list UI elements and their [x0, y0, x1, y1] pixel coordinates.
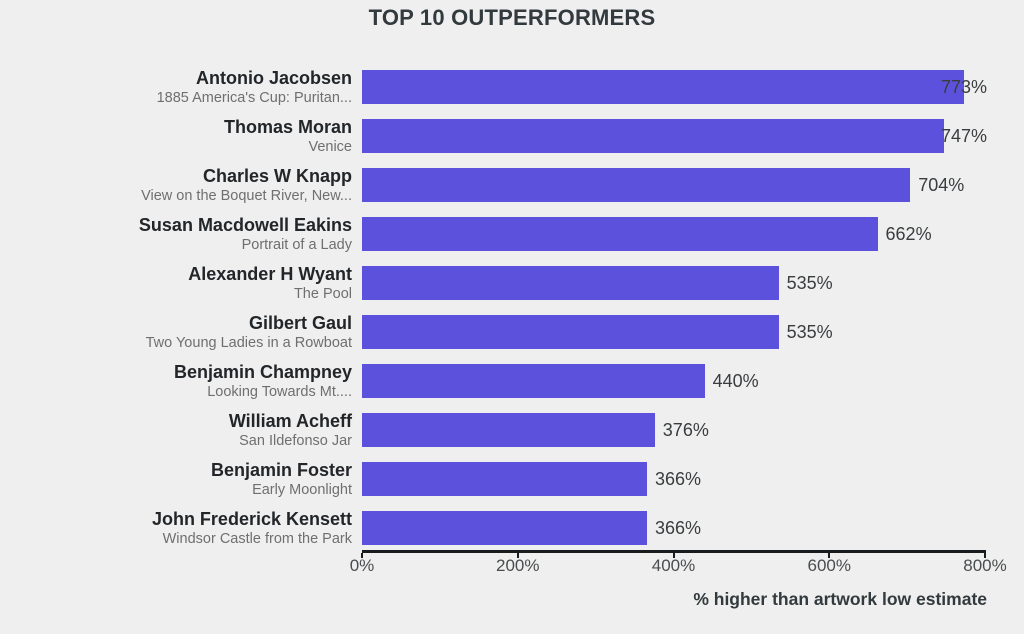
- bar-value-label: 376%: [662, 420, 709, 440]
- bar-area: 366%: [362, 511, 985, 545]
- bar-area: 704%: [362, 168, 985, 202]
- row-label-group: Thomas Moran Venice: [0, 117, 352, 155]
- bar[interactable]: [362, 217, 878, 251]
- artwork-title: Venice: [308, 139, 352, 155]
- bar-value-label: 440%: [712, 371, 759, 391]
- bar-area: 535%: [362, 266, 985, 300]
- chart-row: William Acheff San Ildefonso Jar 376%: [0, 411, 1024, 449]
- bar-area: 662%: [362, 217, 985, 251]
- x-axis-tick-mark: [672, 553, 675, 558]
- row-label-group: Benjamin Champney Looking Towards Mt....: [0, 362, 352, 400]
- row-label-group: William Acheff San Ildefonso Jar: [0, 411, 352, 449]
- x-axis-tick-mark: [984, 553, 986, 558]
- x-axis-tick-label: 600%: [807, 556, 851, 575]
- bar-value-label: 773%: [941, 77, 988, 97]
- artwork-title: Windsor Castle from the Park: [162, 531, 352, 547]
- bar[interactable]: [362, 511, 648, 545]
- chart-row: Susan Macdowell Eakins Portrait of a Lad…: [0, 215, 1024, 253]
- bar[interactable]: [362, 119, 944, 153]
- bar-value-label: 535%: [786, 273, 833, 293]
- artwork-title: Early Moonlight: [252, 482, 352, 498]
- row-label-group: Benjamin Foster Early Moonlight: [0, 460, 352, 498]
- row-label-group: Antonio Jacobsen 1885 America's Cup: Pur…: [0, 68, 352, 106]
- bar-area: 535%: [362, 315, 985, 349]
- bar-value-label: 662%: [885, 224, 932, 244]
- artist-name: Benjamin Foster: [210, 460, 352, 480]
- x-axis-tick-label: 200%: [496, 556, 540, 575]
- bar[interactable]: [362, 168, 911, 202]
- artist-name: Gilbert Gaul: [248, 313, 352, 333]
- bar[interactable]: [362, 266, 779, 300]
- bar-area: 747%: [362, 119, 988, 153]
- bar-area: 366%: [362, 462, 985, 496]
- bar-area: 773%: [362, 70, 988, 104]
- x-axis-line: [362, 550, 986, 553]
- row-label-group: Alexander H Wyant The Pool: [0, 264, 352, 302]
- artist-name: John Frederick Kensett: [151, 509, 352, 529]
- chart-row: John Frederick Kensett Windsor Castle fr…: [0, 509, 1024, 547]
- artwork-title: 1885 America's Cup: Puritan...: [156, 90, 352, 106]
- x-axis-tick-mark: [361, 553, 363, 558]
- artwork-title: Looking Towards Mt....: [207, 384, 352, 400]
- bar-value-label: 535%: [786, 322, 833, 342]
- artist-name: Thomas Moran: [223, 117, 352, 137]
- chart-row: Alexander H Wyant The Pool 535%: [0, 264, 1024, 302]
- artist-name: William Acheff: [228, 411, 352, 431]
- chart-row: Benjamin Foster Early Moonlight 366%: [0, 460, 1024, 498]
- bar[interactable]: [362, 70, 964, 104]
- artist-name: Charles W Knapp: [202, 166, 352, 186]
- artwork-title: The Pool: [293, 286, 352, 302]
- bar[interactable]: [362, 315, 779, 349]
- bar-area: 440%: [362, 364, 985, 398]
- artwork-title: Portrait of a Lady: [241, 237, 352, 253]
- artist-name: Benjamin Champney: [173, 362, 352, 382]
- bar[interactable]: [362, 364, 705, 398]
- x-axis-caption: % higher than artwork low estimate: [693, 589, 987, 609]
- row-label-group: Susan Macdowell Eakins Portrait of a Lad…: [0, 215, 352, 253]
- x-axis-tick-label: 800%: [963, 556, 1007, 575]
- artist-name: Antonio Jacobsen: [195, 68, 352, 88]
- bar-value-label: 366%: [655, 518, 702, 538]
- x-axis-tick-mark: [516, 553, 519, 558]
- chart-title: TOP 10 OUTPERFORMERS: [368, 5, 656, 30]
- artwork-title: San Ildefonso Jar: [239, 433, 352, 449]
- chart-row: Thomas Moran Venice 747%: [0, 117, 1024, 155]
- bar[interactable]: [362, 462, 648, 496]
- x-axis-tick-label: 0%: [349, 556, 375, 575]
- bar[interactable]: [362, 413, 655, 447]
- x-axis: 0% 200% 400% 600% 800%: [350, 550, 1007, 580]
- row-label-group: Charles W Knapp View on the Boquet River…: [0, 166, 352, 204]
- bar-value-label: 704%: [918, 175, 965, 195]
- artist-name: Susan Macdowell Eakins: [138, 215, 352, 235]
- artist-name: Alexander H Wyant: [188, 264, 352, 284]
- x-axis-tick-label: 400%: [651, 556, 696, 575]
- chart-row: Benjamin Champney Looking Towards Mt....…: [0, 362, 1024, 400]
- row-label-group: Gilbert Gaul Two Young Ladies in a Rowbo…: [0, 313, 352, 351]
- artwork-title: View on the Boquet River, New...: [141, 188, 352, 204]
- chart-row: Charles W Knapp View on the Boquet River…: [0, 166, 1024, 204]
- row-label-group: John Frederick Kensett Windsor Castle fr…: [0, 509, 352, 547]
- artwork-title: Two Young Ladies in a Rowboat: [145, 335, 352, 351]
- x-axis-tick-mark: [828, 553, 831, 558]
- chart-row: Antonio Jacobsen 1885 America's Cup: Pur…: [0, 68, 1024, 106]
- bar-value-label: 366%: [655, 469, 702, 489]
- bar-value-label: 747%: [941, 126, 988, 146]
- bar-area: 376%: [362, 413, 985, 447]
- bar-rows-container: Antonio Jacobsen 1885 America's Cup: Pur…: [0, 68, 1024, 550]
- chart-row: Gilbert Gaul Two Young Ladies in a Rowbo…: [0, 313, 1024, 351]
